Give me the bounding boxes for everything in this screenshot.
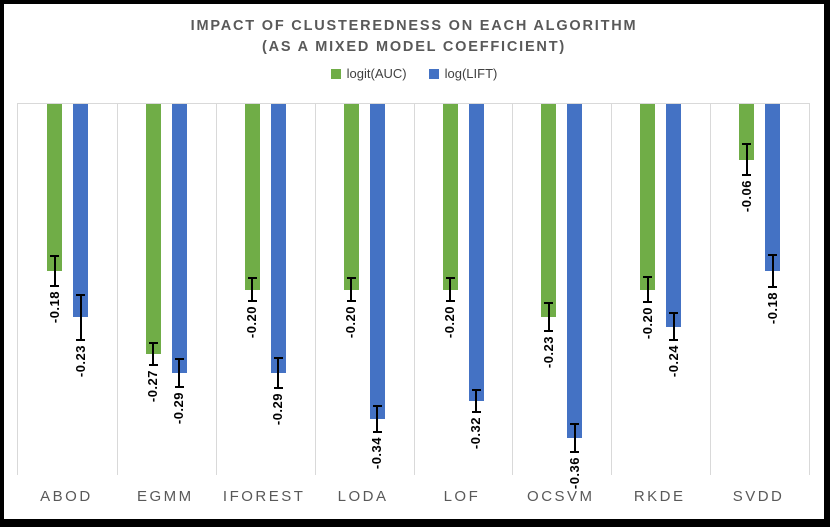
category-label-loda: LODA bbox=[337, 488, 389, 505]
category-axis: ABOD EGMM IFOREST LODA LOF OCSVM RKDE SVDD bbox=[17, 488, 810, 508]
bar-logit-auc-ocsvm bbox=[541, 104, 557, 318]
bar-logit-auc-svdd bbox=[739, 104, 755, 160]
bar-logit-auc-egmm bbox=[145, 104, 161, 355]
bar-log-lift-lof bbox=[468, 104, 484, 401]
bar-log-lift-rkde bbox=[666, 104, 682, 327]
error-bar-logit-auc-loda bbox=[346, 277, 356, 302]
data-label-log-lift-abod: -0.23 bbox=[72, 344, 88, 377]
legend: logit(AUC) log(LIFT) bbox=[4, 66, 824, 81]
category-label-lof: LOF bbox=[443, 488, 481, 505]
category-separator bbox=[413, 104, 415, 475]
bar-log-lift-abod bbox=[73, 104, 88, 318]
category-separator bbox=[116, 104, 118, 475]
bar-logit-auc-loda bbox=[343, 104, 359, 290]
bar-logit-auc-rkde bbox=[640, 104, 656, 290]
data-label-logit-auc-loda: -0.20 bbox=[343, 305, 359, 338]
error-bar-logit-auc-egmm bbox=[148, 342, 158, 367]
category-label-rkde: RKDE bbox=[633, 488, 686, 505]
data-label-log-lift-ocsvm: -0.36 bbox=[566, 456, 582, 489]
error-bar-log-lift-iforest bbox=[273, 357, 283, 389]
data-label-logit-auc-ocsvm: -0.23 bbox=[540, 336, 556, 369]
data-label-log-lift-loda: -0.34 bbox=[369, 437, 385, 470]
error-bar-log-lift-lof bbox=[471, 388, 481, 413]
bar-logit-auc-abod bbox=[47, 104, 62, 271]
error-bar-log-lift-abod bbox=[76, 294, 85, 341]
error-bar-logit-auc-svdd bbox=[742, 142, 752, 177]
error-bar-log-lift-loda bbox=[372, 405, 382, 434]
error-bar-log-lift-rkde bbox=[669, 311, 679, 342]
chart-title: IMPACT OF CLUSTEREDNESS ON EACH ALGORITH… bbox=[4, 16, 824, 58]
bar-log-lift-svdd bbox=[765, 104, 781, 271]
error-bar-log-lift-ocsvm bbox=[570, 423, 580, 453]
legend-swatch-logit-auc bbox=[330, 68, 341, 79]
legend-label-logit-auc: logit(AUC) bbox=[346, 66, 407, 81]
error-bar-logit-auc-ocsvm bbox=[544, 302, 554, 333]
error-bar-log-lift-svdd bbox=[768, 254, 778, 288]
data-label-logit-auc-iforest: -0.20 bbox=[244, 305, 260, 338]
data-label-log-lift-svdd: -0.18 bbox=[764, 291, 780, 324]
bar-log-lift-ocsvm bbox=[567, 104, 583, 438]
category-separator bbox=[314, 104, 316, 475]
data-label-log-lift-egmm: -0.29 bbox=[171, 391, 187, 424]
error-bar-logit-auc-rkde bbox=[643, 275, 653, 304]
data-label-logit-auc-egmm: -0.27 bbox=[145, 370, 161, 403]
chart-title-line2: (AS A MIXED MODEL COEFFICIENT) bbox=[262, 39, 566, 55]
chart-title-line1: IMPACT OF CLUSTEREDNESS ON EACH ALGORITH… bbox=[190, 18, 638, 34]
category-label-iforest: IFOREST bbox=[222, 488, 306, 505]
category-separator bbox=[611, 104, 613, 475]
legend-swatch-log-lift bbox=[428, 68, 439, 79]
bar-logit-auc-iforest bbox=[244, 104, 260, 290]
category-separator bbox=[215, 104, 217, 475]
legend-item-logit-auc: logit(AUC) bbox=[330, 66, 407, 81]
error-bar-logit-auc-iforest bbox=[247, 277, 257, 302]
data-label-log-lift-rkde: -0.24 bbox=[665, 345, 681, 378]
category-separator bbox=[512, 104, 514, 475]
data-label-logit-auc-lof: -0.20 bbox=[442, 305, 457, 338]
error-bar-log-lift-egmm bbox=[174, 358, 184, 388]
bar-log-lift-iforest bbox=[270, 104, 286, 373]
bar-log-lift-egmm bbox=[171, 104, 187, 373]
data-label-logit-auc-svdd: -0.06 bbox=[738, 180, 754, 213]
category-label-ocsvm: OCSVM bbox=[527, 488, 595, 505]
error-bar-logit-auc-lof bbox=[445, 277, 455, 302]
plot-area: -0.18 -0.23 -0.27 -0.29 -0.20 -0.29 -0.20 -0.34… bbox=[17, 103, 810, 489]
category-label-egmm: EGMM bbox=[136, 488, 194, 505]
data-label-log-lift-lof: -0.32 bbox=[468, 416, 483, 449]
category-label-abod: ABOD bbox=[40, 488, 93, 505]
category-label-svdd: SVDD bbox=[732, 488, 785, 505]
bar-log-lift-loda bbox=[369, 104, 385, 420]
legend-label-log-lift: log(LIFT) bbox=[444, 66, 498, 81]
error-bar-logit-auc-abod bbox=[50, 255, 59, 287]
category-separator bbox=[710, 104, 712, 475]
data-label-log-lift-iforest: -0.29 bbox=[270, 392, 286, 425]
data-label-logit-auc-abod: -0.18 bbox=[46, 290, 62, 323]
legend-item-log-lift: log(LIFT) bbox=[428, 66, 498, 81]
data-label-logit-auc-rkde: -0.20 bbox=[639, 307, 655, 340]
bar-logit-auc-lof bbox=[442, 104, 458, 290]
